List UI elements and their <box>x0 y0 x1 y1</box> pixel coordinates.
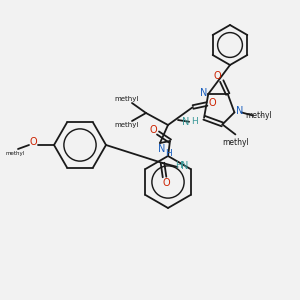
Text: methyl: methyl <box>222 138 249 147</box>
Text: O: O <box>29 137 37 147</box>
Text: O: O <box>149 125 157 135</box>
Text: N: N <box>158 144 166 154</box>
Text: methyl: methyl <box>115 122 139 128</box>
Text: N: N <box>181 161 188 171</box>
Text: H: H <box>175 161 182 170</box>
Text: H: H <box>166 148 172 158</box>
Text: methyl: methyl <box>5 151 25 155</box>
Text: O: O <box>208 98 216 108</box>
Text: O: O <box>214 71 222 81</box>
Text: H: H <box>191 117 197 126</box>
Text: methyl: methyl <box>260 115 265 116</box>
Text: methyl: methyl <box>115 96 139 102</box>
Text: methyl: methyl <box>245 111 272 120</box>
Text: N: N <box>182 117 190 127</box>
Text: N: N <box>200 88 207 98</box>
Text: O: O <box>163 178 170 188</box>
Text: N: N <box>236 106 243 116</box>
